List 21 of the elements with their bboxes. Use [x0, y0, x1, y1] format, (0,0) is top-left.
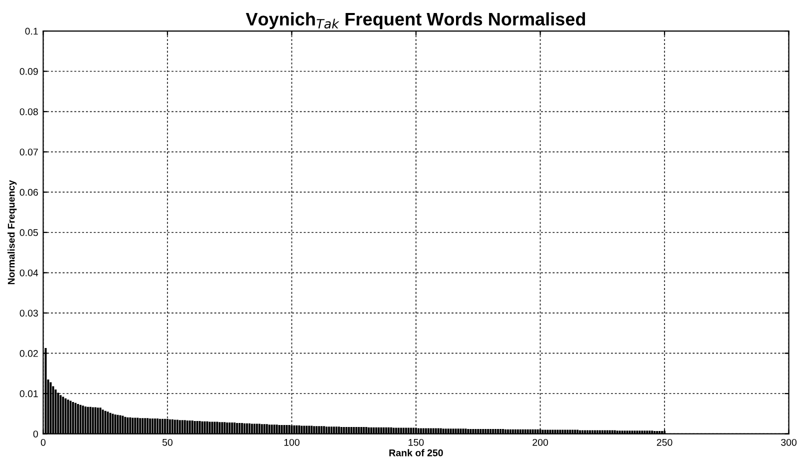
y-tick-label: 0.06 — [20, 188, 38, 196]
y-tick-label: 0.07 — [20, 148, 38, 156]
y-tick-label: 0.1 — [25, 28, 38, 35]
x-tick-label: 150 — [408, 438, 424, 446]
x-tick-label: 50 — [162, 438, 172, 446]
y-axis-title: Normalised Frequency — [8, 180, 17, 284]
chart-title: Voynich$_{Tak}$ Frequent Words Normalised — [246, 12, 586, 30]
y-tick-label: 0.05 — [20, 229, 38, 236]
y-tick-label: 0.09 — [20, 68, 38, 75]
y-tick-label: 0.01 — [20, 390, 38, 398]
x-axis-title: Rank of 250 — [389, 449, 443, 456]
y-tick-label: 0.08 — [20, 108, 38, 116]
x-tick-label: 300 — [781, 438, 797, 446]
y-tick-label: 0.03 — [20, 310, 38, 317]
x-tick-label: 0 — [40, 438, 46, 446]
x-tick-label: 200 — [532, 438, 548, 446]
x-tick-label: 250 — [656, 438, 672, 446]
y-tick-label: 0 — [33, 430, 38, 438]
y-tick-label: 0.04 — [20, 269, 38, 276]
x-tick-label: 100 — [284, 438, 300, 446]
y-tick-label: 0.02 — [20, 350, 38, 357]
